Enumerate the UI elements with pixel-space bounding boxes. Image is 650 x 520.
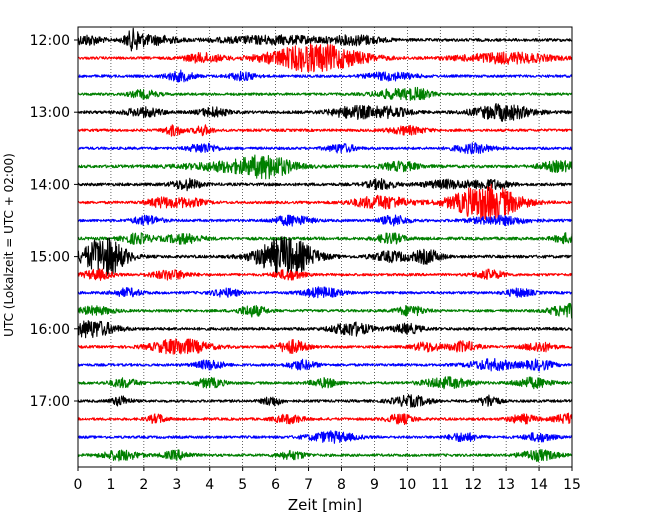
x-tick-label: 11: [431, 477, 449, 493]
y-tick-label: 14:00: [30, 177, 70, 193]
trace-line: [77, 448, 573, 463]
trace-line: [77, 320, 573, 339]
trace-line: [77, 286, 573, 299]
y-axis-label: UTC (Lokalzeit = UTC + 02:00): [2, 153, 16, 337]
x-axis-label: Zeit [min]: [288, 496, 362, 514]
x-tick-label: 9: [370, 477, 379, 493]
x-tick-label: 12: [464, 477, 482, 493]
x-tick-label: 14: [530, 477, 548, 493]
x-tick-label: 5: [238, 477, 247, 493]
x-tick-label: 4: [205, 477, 214, 493]
trace-line: [77, 69, 573, 83]
trace-line: [77, 268, 573, 281]
trace-line: [77, 302, 573, 319]
x-tick-label: 6: [271, 477, 280, 493]
x-tick-label: 7: [304, 477, 313, 493]
trace-group: [77, 27, 573, 463]
trace-line: [77, 154, 573, 180]
grid-lines: [110, 27, 540, 467]
trace-line: [77, 103, 573, 122]
trace-line: [77, 236, 573, 277]
y-tick-label: 15:00: [30, 250, 70, 266]
trace-line: [77, 430, 573, 444]
y-tick-label: 13:00: [30, 105, 70, 121]
x-axis: 0 1 2 3 4 5 6 7 8 9 10 11 12 13 14 15: [74, 467, 581, 493]
trace-line: [77, 394, 573, 408]
x-tick-label: 2: [139, 477, 148, 493]
trace-line: [77, 27, 573, 52]
x-tick-label: 15: [563, 477, 581, 493]
x-tick-label: 13: [497, 477, 515, 493]
trace-line: [77, 338, 573, 355]
trace-line: [77, 177, 573, 192]
x-tick-label: 3: [172, 477, 181, 493]
trace-line: [77, 124, 573, 137]
y-tick-label: 17:00: [30, 394, 70, 410]
trace-line: [77, 183, 573, 221]
y-tick-label: 12:00: [30, 33, 70, 49]
x-tick-label: 8: [337, 477, 346, 493]
y-axis: 12:00 13:00 14:00 15:00 16:00 17:00: [30, 33, 78, 410]
plot-frame: [77, 26, 573, 468]
x-tick-label: 10: [398, 477, 416, 493]
x-tick-label: 0: [74, 477, 83, 493]
trace-line: [77, 412, 573, 426]
x-tick-label: 1: [106, 477, 115, 493]
trace-line: [77, 214, 573, 227]
trace-line: [77, 232, 573, 245]
trace-line: [77, 357, 573, 372]
trace-line: [77, 142, 573, 155]
y-tick-label: 16:00: [30, 322, 70, 338]
trace-line: [77, 43, 573, 73]
trace-line: [77, 376, 573, 390]
trace-line: [77, 86, 573, 101]
